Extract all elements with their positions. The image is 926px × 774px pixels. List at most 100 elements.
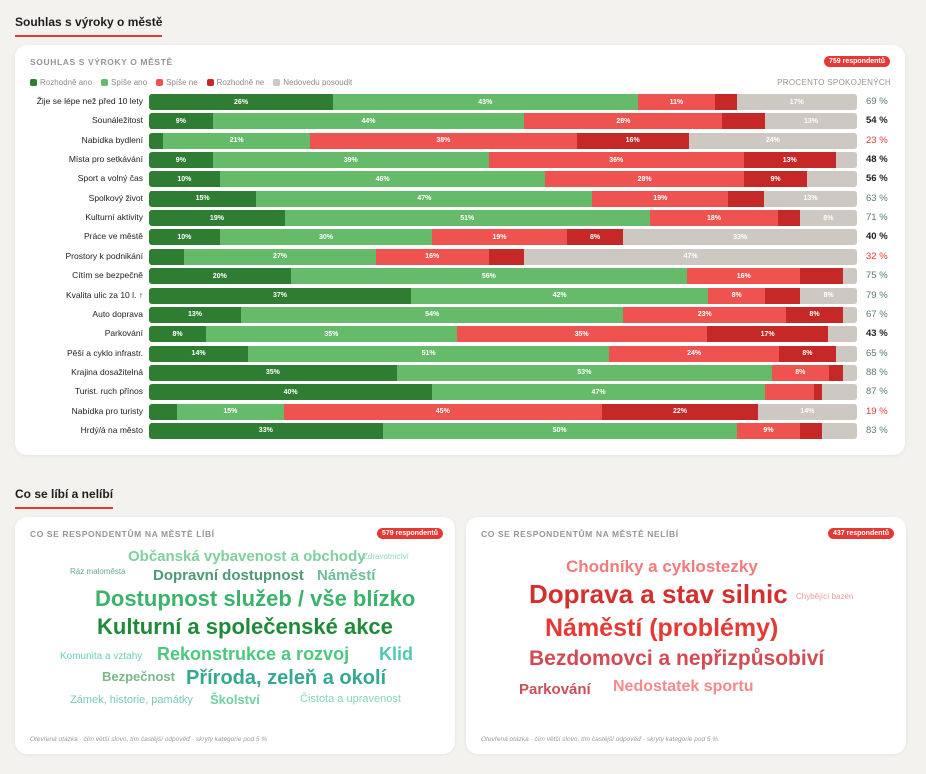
chart-row: Krajina dosažitelná 35% 53% 8% 88 %	[15, 364, 905, 381]
bar-segment-spíše-ano: 35%	[206, 326, 457, 343]
bar-segment-rozhodně-ano: 19%	[149, 210, 285, 227]
bar-segment-spíše-ano: 51%	[248, 345, 610, 362]
row-label: Kulturní aktivity	[85, 212, 143, 223]
bar-segment-rozhodně-ano: 15%	[149, 190, 257, 207]
bar-segment-spíše-ne: 23%	[623, 306, 787, 323]
legend-label: Rozhodně ne	[216, 78, 265, 87]
stacked-bar: 9% 44% 28% 13%	[149, 113, 857, 130]
respondents-badge: 759 respondentů	[823, 56, 890, 67]
chart-row: Auto doprava 13% 54% 23% 8% 67 %	[15, 306, 905, 323]
bar-segment-spíše-ano: 51%	[284, 210, 650, 227]
word-cloud-term: Klid	[379, 644, 413, 665]
bar-segment-rozhodně-ano: 37%	[149, 287, 411, 304]
bar-segment-nedovedu-posoudit: 24%	[688, 132, 857, 149]
respondents-badge: 437 respondentů	[827, 528, 894, 539]
chart-row: Práce ve městě 10% 30% 19% 8% 33% 40 %	[15, 229, 905, 246]
bar-segment-rozhodně-ne: 22%	[602, 403, 758, 420]
bar-segment-nedovedu-posoudit	[835, 345, 857, 362]
word-cloud-term: Školství	[210, 691, 260, 707]
bar-segment-spíše-ano: 15%	[177, 403, 284, 420]
bar-segment-spíše-ne: 36%	[488, 152, 744, 169]
bar-segment-nedovedu-posoudit: 8%	[800, 287, 857, 304]
row-label: Žije se lépe než před 10 lety	[36, 96, 143, 106]
bar-segment-rozhodně-ano: 20%	[149, 268, 291, 285]
bar-segment-spíše-ano: 21%	[163, 132, 311, 149]
stacked-bar: 13% 54% 23% 8%	[149, 306, 857, 323]
bar-segment-rozhodně-ano: 8%	[149, 326, 207, 343]
bar-segment-rozhodně-ano: 13%	[149, 306, 242, 323]
legend-item: Spíše ano	[101, 78, 147, 87]
legend-swatch	[273, 79, 281, 86]
satisfaction-percent: 65 %	[866, 347, 888, 359]
bar-segment-spíše-ne: 38%	[310, 132, 577, 149]
bar-segment-rozhodně-ano	[149, 403, 178, 420]
word-cloud-term: Bezdomovci a nepřizpůsobiví	[529, 647, 825, 671]
bar-segment-nedovedu-posoudit: 17%	[736, 94, 857, 110]
stacked-bar: 15% 45% 22% 14%	[149, 403, 857, 420]
satisfaction-percent: 67 %	[866, 308, 888, 320]
bar-segment-rozhodně-ne: 8%	[779, 345, 836, 362]
satisfaction-percent: 48 %	[866, 154, 888, 166]
word-cloud-term: Parkování	[519, 680, 591, 698]
stacked-bar: 14% 51% 24% 8%	[149, 345, 857, 362]
bar-segment-spíše-ne	[764, 384, 815, 401]
bar-segment-spíše-ne: 24%	[609, 345, 780, 362]
chart-row: Hrdý/á na město 33% 50% 9% 83 %	[15, 422, 905, 439]
stacked-bar: 10% 30% 19% 8% 33%	[149, 229, 857, 246]
legend-swatch	[156, 79, 164, 86]
bar-segment-spíše-ano: 56%	[290, 268, 688, 285]
bar-segment-nedovedu-posoudit: 47%	[524, 248, 857, 265]
chart-row: Sounáležitost 9% 44% 28% 13% 54 %	[15, 113, 905, 130]
bar-segment-rozhodně-ne	[722, 113, 765, 130]
bar-segment-nedovedu-posoudit	[821, 422, 857, 439]
likes-card: CO SE RESPONDENTŮM NA MĚSTĚ LÍBÍ 579 res…	[15, 517, 455, 754]
bar-segment-rozhodně-ano: 10%	[149, 229, 220, 246]
word-cloud-term: Občanská vybavenost a obchody	[128, 547, 366, 565]
stacked-bar: 33% 50% 9%	[149, 422, 857, 439]
card-title: CO SE RESPONDENTŮM NA MĚSTĚ LÍBÍ	[30, 529, 215, 539]
bar-segment-spíše-ano: 53%	[396, 364, 773, 381]
row-label: Krajina dosažitelná	[71, 366, 143, 377]
satisfaction-percent: 75 %	[866, 270, 888, 282]
bar-segment-rozhodně-ano: 40%	[149, 384, 433, 401]
card-title: CO SE RESPONDENTŮM NA MĚSTĚ NELÍBÍ	[481, 529, 679, 539]
bar-segment-rozhodně-ano: 14%	[149, 345, 249, 362]
chart-row: Prostory k podnikání 27% 16% 47% 32 %	[15, 248, 905, 265]
bar-segment-spíše-ne: 8%	[708, 287, 765, 304]
bar-segment-spíše-ne: 28%	[545, 171, 744, 188]
bar-segment-spíše-ne: 35%	[456, 326, 707, 343]
bar-segment-rozhodně-ne: 17%	[706, 326, 829, 343]
chart-row: Kulturní aktivity 19% 51% 18% 8% 71 %	[15, 210, 905, 227]
section-title-likes: Co se líbí a nelíbí	[15, 487, 114, 509]
bar-segment-rozhodně-ne: 9%	[743, 171, 808, 188]
bar-segment-rozhodně-ano: 10%	[149, 171, 220, 188]
stacked-bar: 27% 16% 47%	[149, 248, 857, 265]
word-cloud-term: Dopravní dostupnost	[153, 566, 304, 584]
word-cloud-term: Příroda, zeleň a okolí	[186, 667, 387, 689]
satisfaction-percent: 56 %	[866, 173, 888, 185]
legend-item: Spíše ne	[156, 78, 198, 87]
satisfaction-percent: 69 %	[866, 96, 888, 107]
stacked-bar: 19% 51% 18% 8%	[149, 210, 857, 227]
satisfaction-percent: 19 %	[866, 405, 888, 417]
satisfaction-percent: 43 %	[866, 328, 888, 340]
bar-segment-rozhodně-ano: 35%	[149, 364, 397, 381]
satisfaction-percent: 63 %	[866, 192, 888, 204]
satisfaction-percent: 54 %	[866, 115, 888, 127]
satisfaction-percent: 87 %	[866, 386, 888, 398]
row-label: Prostory k podnikání	[65, 250, 143, 261]
legend-item: Rozhodně ano	[30, 78, 92, 87]
bar-segment-nedovedu-posoudit: 33%	[623, 229, 857, 246]
bar-segment-nedovedu-posoudit	[835, 152, 857, 169]
row-label: Nabídka pro turisty	[71, 405, 143, 416]
bar-segment-nedovedu-posoudit	[842, 306, 857, 323]
bar-segment-rozhodně-ne	[764, 287, 801, 304]
row-label: Hrdý/á na město	[80, 424, 143, 435]
word-cloud-term: Dostupnost služeb / vše blízko	[95, 585, 416, 611]
row-label: Kvalita ulic za 10 l. ↑	[65, 289, 143, 300]
row-label: Sounáležitost	[91, 115, 143, 126]
row-label: Pěší a cyklo infrastr.	[66, 347, 143, 358]
chart-row: Cítím se bezpečně 20% 56% 16% 75 %	[15, 268, 905, 285]
bar-segment-nedovedu-posoudit: 8%	[799, 210, 857, 227]
row-label: Cítím se bezpečně	[72, 270, 143, 281]
